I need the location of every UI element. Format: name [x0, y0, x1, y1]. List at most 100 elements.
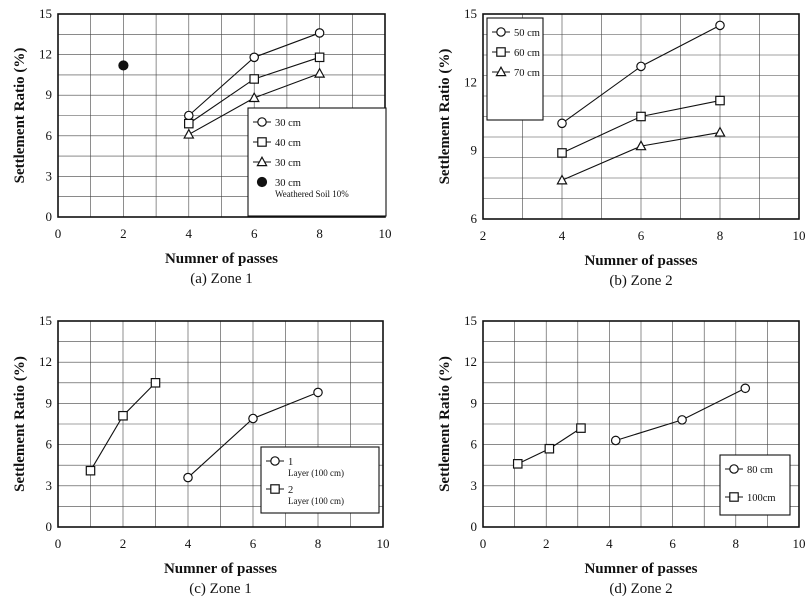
y-tick-label: 6 [471, 211, 478, 226]
data-point [636, 61, 646, 72]
legend-marker [257, 117, 267, 127]
data-point [610, 435, 621, 446]
legend-box [260, 446, 380, 514]
data-point [118, 60, 129, 71]
data-point [184, 118, 194, 129]
series [512, 423, 586, 469]
data-point [248, 91, 260, 103]
x-tick-label: 2 [120, 536, 127, 551]
y-tick-label: 6 [46, 437, 53, 452]
y-axis-label: Settlement Ratio (%) [437, 356, 453, 492]
data-point [118, 410, 128, 421]
x-tick-label: 6 [251, 226, 258, 241]
series-line [615, 387, 746, 442]
x-tick-label: 4 [606, 536, 613, 551]
legend-box [486, 17, 544, 121]
legend-label: 30 cm [275, 158, 301, 169]
y-tick-label: 9 [471, 143, 478, 158]
legend: 80 cm 100cm [719, 454, 791, 516]
x-tick-label: 6 [669, 536, 676, 551]
x-axis-label: Numner of passes [584, 561, 697, 577]
data-point [314, 52, 325, 63]
legend-sublabel: Weathered Soil 10% [275, 189, 349, 199]
legend-marker [495, 65, 507, 77]
legend-marker [729, 492, 739, 502]
panel-caption: (c) Zone 1 [189, 581, 251, 597]
series [183, 67, 326, 139]
legend-sublabel: Layer (100 cm) [288, 496, 344, 506]
y-tick-label: 0 [471, 519, 478, 534]
y-tick-label: 12 [464, 354, 477, 369]
y-tick-label: 9 [46, 87, 53, 102]
x-tick-label: 0 [55, 536, 62, 551]
series [183, 387, 323, 483]
y-axis-label: Settlement Ratio (%) [437, 49, 453, 185]
x-tick-label: 4 [559, 228, 566, 243]
x-tick-label: 2 [480, 228, 487, 243]
data-point [512, 459, 523, 469]
x-axis-label: Numner of passes [584, 253, 697, 269]
data-point [714, 126, 726, 137]
x-axis-label: Numner of passes [164, 561, 277, 577]
y-tick-label: 0 [46, 209, 53, 224]
legend-label: 100cm [747, 493, 776, 504]
legend-label: 70 cm [514, 68, 540, 79]
series [184, 28, 325, 121]
y-axis-label: Settlement Ratio (%) [12, 48, 28, 184]
legend-label: 80 cm [747, 465, 773, 476]
x-tick-label: 6 [250, 536, 257, 551]
panel-caption: (a) Zone 1 [190, 271, 252, 287]
data-point [557, 118, 567, 129]
data-point [313, 67, 326, 78]
data-point [249, 74, 259, 84]
x-tick-label: 0 [480, 536, 487, 551]
data-point [184, 110, 194, 121]
y-tick-label: 15 [39, 6, 52, 21]
y-tick-label: 12 [464, 74, 477, 89]
y-tick-label: 15 [464, 313, 477, 328]
series [557, 20, 725, 129]
y-tick-label: 9 [46, 395, 53, 410]
legend-label: 2 [288, 485, 293, 496]
x-tick-label: 4 [186, 226, 193, 241]
x-tick-label: 6 [638, 228, 645, 243]
legend-marker [270, 456, 280, 466]
legend-label: 30 cm [275, 178, 301, 189]
x-axis-label: Numner of passes [165, 251, 278, 267]
x-tick-label: 0 [55, 226, 62, 241]
y-tick-label: 0 [46, 519, 53, 534]
data-point [715, 95, 725, 106]
data-point [576, 423, 586, 433]
data-point [635, 140, 647, 151]
legend-label: 40 cm [275, 138, 301, 149]
plot-frame [57, 320, 384, 528]
data-point [740, 383, 751, 394]
series [85, 378, 161, 476]
legend-marker [270, 484, 280, 494]
x-tick-label: 4 [185, 536, 192, 551]
legend-marker [257, 137, 267, 147]
legend-label: 30 cm [275, 118, 301, 129]
data-point [183, 128, 195, 139]
y-axis-label: Settlement Ratio (%) [12, 356, 28, 492]
y-tick-label: 3 [46, 478, 53, 493]
y-tick-label: 15 [464, 6, 477, 21]
data-point [715, 20, 725, 31]
legend-marker [256, 176, 268, 188]
series [610, 383, 751, 446]
x-tick-label: 2 [120, 226, 127, 241]
y-tick-label: 3 [46, 168, 53, 183]
y-tick-label: 12 [39, 354, 52, 369]
series [556, 126, 726, 185]
data-point [544, 443, 555, 454]
data-point [636, 111, 646, 122]
legend-label: 50 cm [514, 28, 540, 39]
data-point [150, 378, 161, 388]
legend-sublabel: Layer (100 cm) [288, 468, 344, 478]
data-point [249, 52, 259, 63]
